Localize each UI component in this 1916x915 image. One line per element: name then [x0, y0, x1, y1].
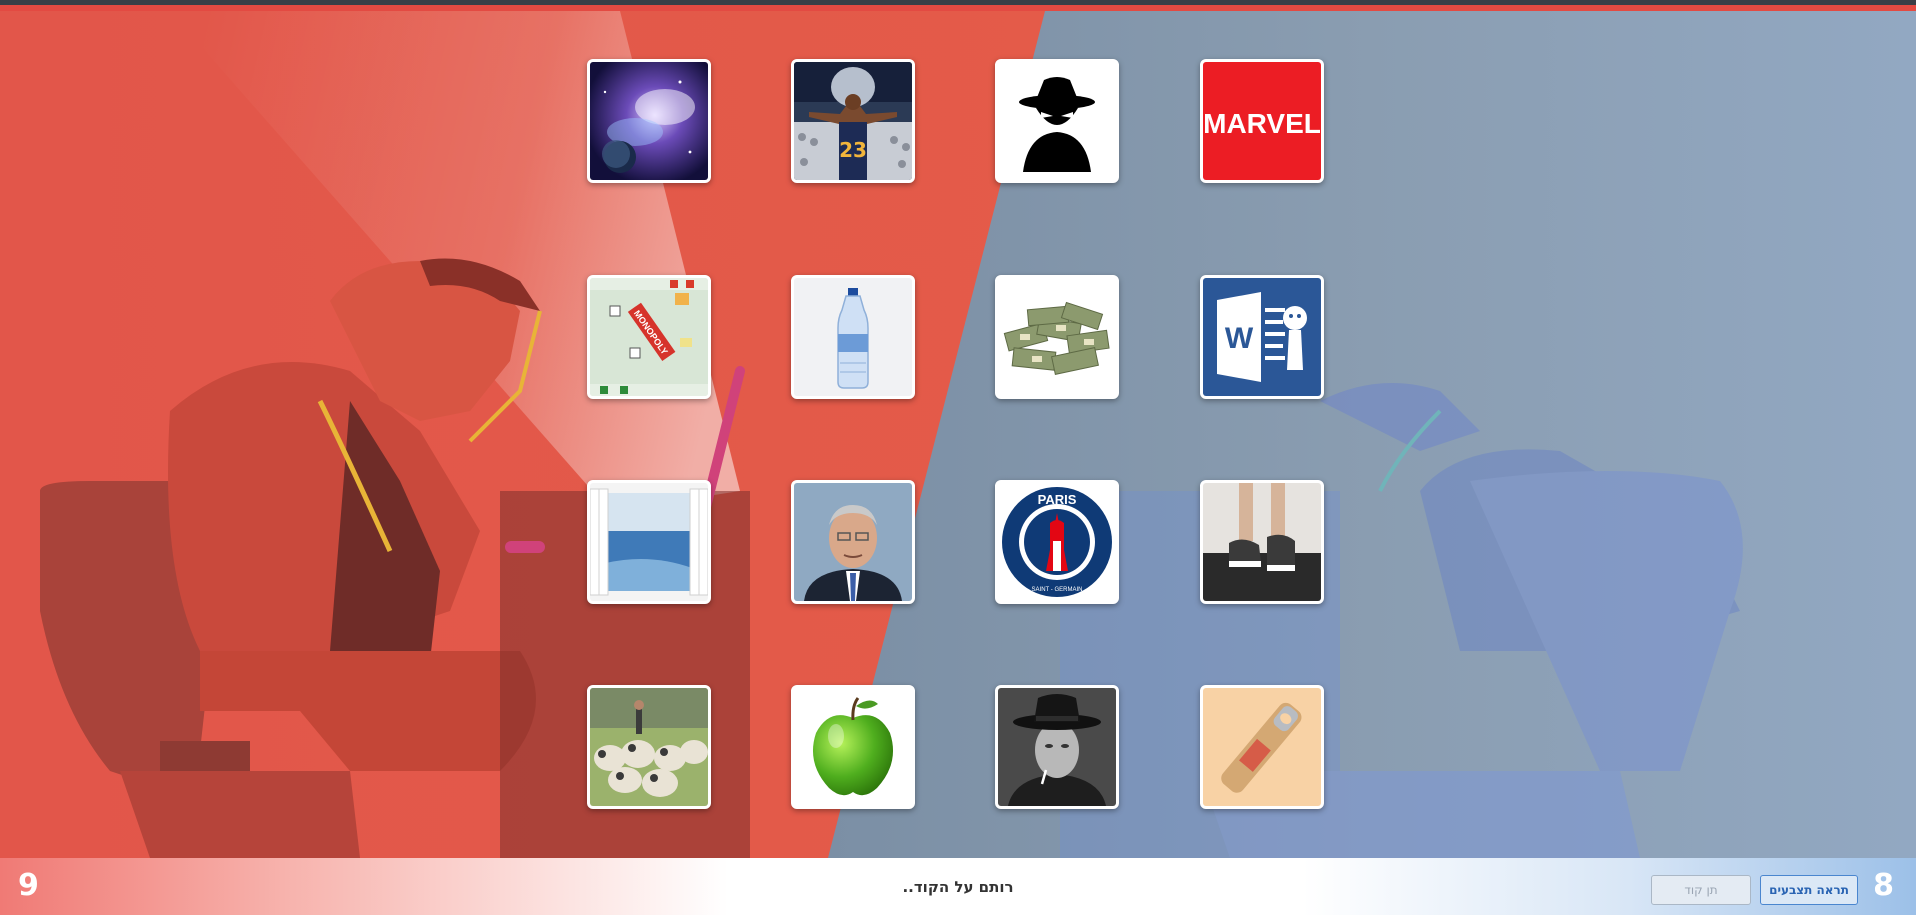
card-treadmill[interactable] [1200, 480, 1324, 604]
game-board: 23 MARVEL MONOPOLY [0, 11, 1916, 858]
card-politician[interactable] [791, 480, 915, 604]
treadmill-sneakers-icon [1203, 483, 1321, 601]
word-letter: W [1225, 322, 1254, 355]
card-galaxy[interactable] [587, 59, 711, 183]
give-code-button[interactable]: תן קוד [1651, 875, 1751, 905]
card-sheep[interactable] [587, 685, 711, 809]
card-spy[interactable] [995, 59, 1119, 183]
red-team-score: 9 [18, 868, 39, 903]
show-colors-button[interactable]: תראה תצבעים [1760, 875, 1858, 905]
monopoly-board-icon: MONOPOLY [590, 278, 708, 396]
top-bar [0, 0, 1916, 5]
card-money[interactable] [995, 275, 1119, 399]
window-sea-view-icon [590, 483, 708, 601]
man-in-hat-bw-icon [998, 688, 1116, 806]
water-bottle-icon [794, 278, 912, 396]
psg-logo-text: PARIS [1038, 492, 1077, 507]
marvel-logo-text: MARVEL [1203, 108, 1321, 139]
word-logo-icon: W [1203, 278, 1321, 396]
card-bottle-opener[interactable] [1200, 685, 1324, 809]
card-marvel[interactable]: MARVEL [1200, 59, 1324, 183]
blue-team-score: 8 [1873, 868, 1894, 903]
card-psg[interactable]: PARIS SAINT - GERMAIN [995, 480, 1119, 604]
green-apple-icon [794, 688, 912, 806]
turn-indicator-bar [0, 5, 1916, 11]
card-word[interactable]: W [1200, 275, 1324, 399]
card-monopoly[interactable]: MONOPOLY [587, 275, 711, 399]
card-apple[interactable] [791, 685, 915, 809]
background-illustration [0, 11, 1916, 858]
sheep-flock-icon [590, 688, 708, 806]
psg-logo-subtext: SAINT - GERMAIN [1032, 587, 1083, 593]
card-window-sea[interactable] [587, 480, 711, 604]
bottle-opener-icon [1203, 688, 1321, 806]
card-water-bottle[interactable] [791, 275, 915, 399]
card-man-in-hat[interactable] [995, 685, 1119, 809]
marvel-logo-icon: MARVEL [1203, 62, 1321, 180]
svg-text:23: 23 [839, 138, 867, 162]
red-figure-illustration [40, 258, 750, 858]
galaxy-nebula-icon [590, 62, 708, 180]
politician-portrait-icon [794, 483, 912, 601]
money-stacks-icon [998, 278, 1116, 396]
footer-bar: 9 רותם על הקוד.. תן קוד תראה תצבעים 8 [0, 858, 1916, 915]
psg-logo-icon: PARIS SAINT - GERMAIN [998, 483, 1116, 601]
basketball-player-icon: 23 [794, 62, 912, 180]
turn-status-text: רותם על הקוד.. [902, 878, 1014, 896]
card-basketball[interactable]: 23 [791, 59, 915, 183]
spy-silhouette-icon [998, 62, 1116, 180]
